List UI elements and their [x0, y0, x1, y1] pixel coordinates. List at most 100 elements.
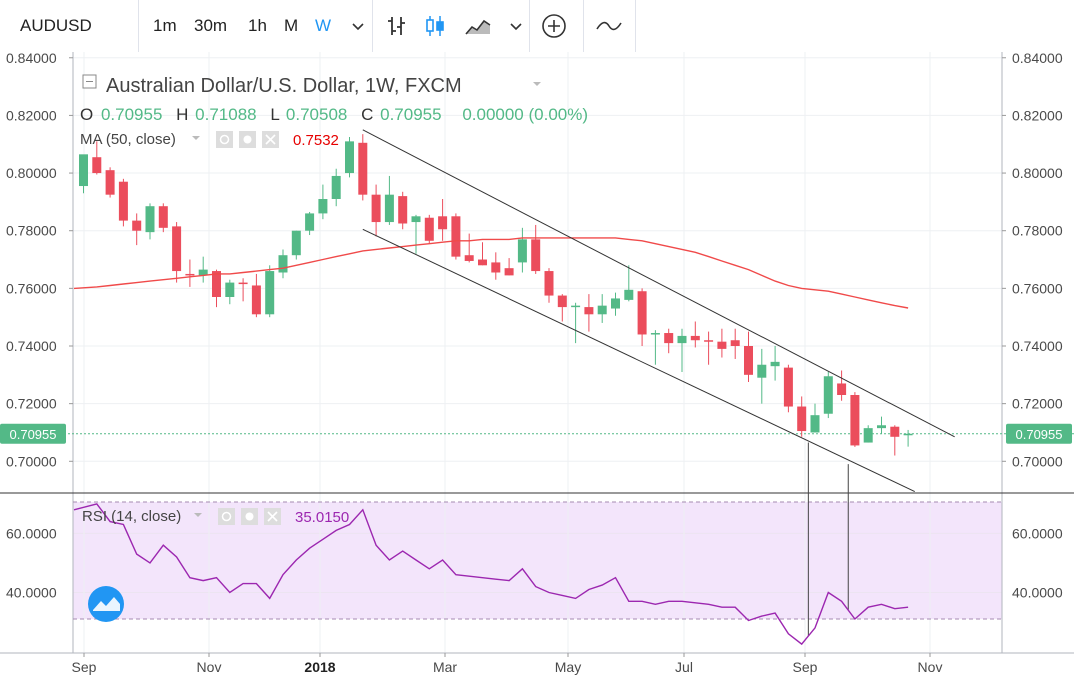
- rsi-tick-label-left: 40.0000: [6, 584, 57, 600]
- interval-30m[interactable]: 30m: [194, 16, 228, 35]
- rsi-band: [73, 502, 1002, 619]
- candle-body: [863, 428, 873, 443]
- channel-lower-line[interactable]: [362, 228, 915, 493]
- candle-body: [823, 376, 833, 414]
- price-tick-label-right: 0.72000: [1012, 396, 1063, 412]
- toolbar-divider: [138, 0, 139, 52]
- logo-icon[interactable]: [88, 586, 124, 622]
- main-legend: Australian Dollar/U.S. Dollar, 1W, FXCM …: [80, 74, 588, 149]
- rsi-legend-label[interactable]: RSI (14, close): [82, 508, 181, 525]
- bar-chart-icon[interactable]: [381, 10, 413, 42]
- rsi-legend-value: 35.0150: [295, 509, 349, 526]
- ma-line: [73, 237, 909, 309]
- candle-body: [571, 305, 581, 308]
- rsi-axis[interactable]: 60.0000 60.0000 40.0000 40.0000: [6, 525, 1063, 600]
- grid-lines: [73, 52, 1002, 653]
- candle-body: [198, 269, 208, 276]
- chevron-down-icon[interactable]: [342, 10, 374, 42]
- candle-body: [810, 415, 820, 433]
- time-tick-label: Sep: [793, 659, 818, 675]
- candle-body: [890, 426, 900, 437]
- area-chart-icon[interactable]: [462, 10, 494, 42]
- time-tick-label: Jul: [675, 659, 693, 675]
- gear-icon: [243, 135, 252, 144]
- price-tick-label-right: 0.78000: [1012, 223, 1063, 239]
- ma-legend-label[interactable]: MA (50, close): [80, 131, 176, 148]
- candle-body: [251, 285, 261, 315]
- candle-body: [212, 271, 221, 297]
- interval-1h[interactable]: 1h: [248, 16, 267, 35]
- candle-body: [398, 196, 408, 224]
- price-tick-label-left: 0.76000: [6, 280, 57, 296]
- time-tick-label: Mar: [433, 659, 457, 675]
- time-axis[interactable]: Sep Nov 2018 Mar May Jul Sep Nov: [72, 653, 943, 675]
- candle-body: [491, 262, 501, 273]
- candle-body: [478, 259, 487, 266]
- price-tick-label-right: 0.76000: [1012, 280, 1063, 296]
- low-label: L: [270, 105, 279, 124]
- last-price-label-left: 0.70955: [10, 427, 57, 442]
- chevron-down-icon[interactable]: [500, 10, 532, 42]
- candlestick-series: [79, 134, 913, 456]
- price-axis[interactable]: 0.84000 0.84000 0.82000 0.82000 0.80000 0.800…: [6, 52, 1063, 469]
- add-indicator-icon[interactable]: [538, 10, 570, 42]
- rsi-tick-label-right: 60.0000: [1012, 525, 1063, 541]
- last-price-tag-left: [0, 423, 66, 444]
- candle-body: [92, 157, 102, 174]
- open-label: O: [80, 105, 93, 124]
- eye-icon[interactable]: [218, 508, 235, 525]
- candle-body: [557, 295, 567, 308]
- time-tick-label: 2018: [304, 659, 335, 675]
- candle-body: [265, 271, 275, 315]
- candle-body: [225, 282, 235, 297]
- candle-body: [664, 333, 674, 344]
- last-price-labels: 0.70955 0.70955: [0, 423, 1072, 444]
- candle-body: [105, 170, 115, 195]
- chevron-down-icon[interactable]: [194, 513, 202, 517]
- chevron-down-icon[interactable]: [533, 82, 541, 86]
- chart-canvas[interactable]: 0.84000 0.84000 0.82000 0.82000 0.80000 0.800…: [0, 52, 1074, 683]
- candle-body: [438, 216, 448, 230]
- symbol-search[interactable]: AUDUSD: [20, 16, 92, 35]
- candle-body: [451, 216, 461, 257]
- vertical-markers[interactable]: [807, 442, 849, 637]
- candle-body: [411, 216, 421, 223]
- close-value: 0.70955: [380, 105, 441, 124]
- price-tick-label-right: 0.70000: [1012, 453, 1063, 469]
- candle-body: [797, 406, 807, 432]
- open-value: 0.70955: [101, 105, 162, 124]
- channel-upper-line[interactable]: [362, 129, 955, 438]
- candle-body: [291, 230, 301, 256]
- price-tick-label-left: 0.82000: [6, 107, 57, 123]
- candle-body: [704, 340, 714, 342]
- eye-icon[interactable]: [216, 131, 233, 148]
- price-tick-label-right: 0.84000: [1012, 52, 1063, 66]
- candle-body: [504, 268, 514, 276]
- candle-body: [238, 282, 248, 285]
- price-tick-label-left: 0.74000: [6, 338, 57, 354]
- candle-body: [744, 346, 753, 375]
- candle-body: [717, 341, 727, 349]
- interval-week[interactable]: W: [315, 16, 332, 35]
- candle-body: [305, 213, 315, 231]
- close-label: C: [361, 105, 373, 124]
- candle-body: [783, 367, 793, 407]
- high-value: 0.71088: [195, 105, 256, 124]
- candlestick-icon[interactable]: [419, 10, 451, 42]
- candle-body: [345, 141, 354, 174]
- tradingview-logo[interactable]: [88, 586, 124, 622]
- candle-body: [79, 154, 88, 187]
- chevron-down-icon[interactable]: [192, 136, 200, 140]
- price-tick-label-right: 0.74000: [1012, 338, 1063, 354]
- interval-month[interactable]: M: [284, 16, 299, 35]
- candle-body: [185, 273, 195, 276]
- candle-body: [584, 307, 594, 315]
- close-icon: [265, 134, 276, 145]
- candle-body: [371, 194, 381, 223]
- price-tick-label-left: 0.70000: [6, 453, 57, 469]
- eye-icon: [221, 511, 232, 522]
- compare-line-icon[interactable]: [593, 10, 625, 42]
- toolbar-divider: [635, 0, 636, 52]
- interval-1m[interactable]: 1m: [153, 16, 177, 35]
